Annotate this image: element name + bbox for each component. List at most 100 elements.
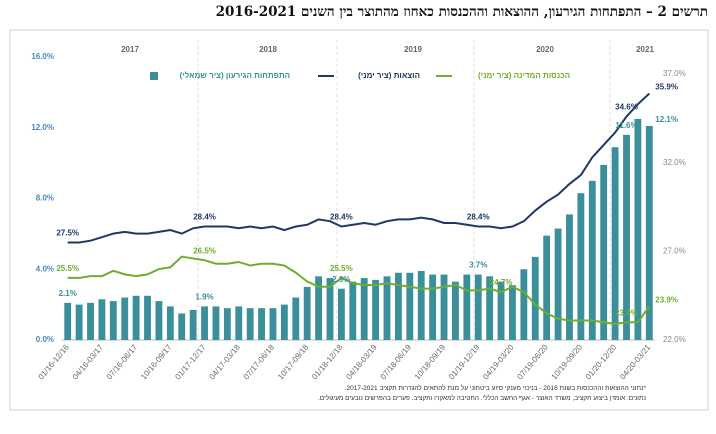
- bar: [406, 272, 414, 340]
- bar: [280, 304, 288, 340]
- bar: [235, 306, 243, 340]
- bar: [201, 306, 208, 340]
- data-label: 3.7%: [469, 261, 487, 270]
- data-label: 27.5%: [56, 229, 79, 238]
- bar: [269, 308, 277, 340]
- x-tick-label: 10/16-09/17: [139, 342, 174, 381]
- x-tick-label: 01/20-12/20: [584, 342, 619, 381]
- data-label: 24.7%: [490, 278, 513, 287]
- line: [67, 92, 650, 244]
- data-label: 12.1%: [655, 115, 678, 124]
- chart-title: תרשים 2 – התפתחות הגירעון, ההוצאות וההכנ…: [215, 4, 708, 20]
- data-label: 1.9%: [195, 293, 213, 302]
- data-label: 25.5%: [56, 264, 79, 273]
- bar: [429, 274, 437, 340]
- year-label: 2017: [121, 45, 139, 54]
- bar: [132, 295, 140, 340]
- bar: [109, 301, 117, 340]
- bar: [64, 302, 72, 340]
- bar: [543, 235, 551, 340]
- x-tick-label: 01/18-12/18: [310, 342, 345, 381]
- y-tick-label: 8.0%: [36, 194, 54, 203]
- footnote: *נתוני ההוצאות וההכנסות בשנת 2016 - בניכ…: [344, 385, 646, 392]
- x-tick-label: 01/19-12/19: [447, 342, 482, 381]
- year-label: 2018: [259, 45, 277, 54]
- bar: [394, 272, 402, 340]
- footnote: נתונים: אומדן ביצוע תקציב, משרד האוצר - …: [317, 395, 646, 402]
- data-label: 23.9%: [655, 295, 678, 304]
- data-label: 2.9%: [332, 275, 350, 284]
- x-tick-label: 10/18-09/19: [413, 342, 448, 381]
- data-label: 28.4%: [193, 213, 216, 222]
- data-label: 23.0%: [615, 308, 638, 317]
- data-label: 35.9%: [655, 83, 678, 92]
- bar: [566, 214, 573, 340]
- bar: [417, 271, 425, 340]
- data-label: 28.4%: [330, 213, 353, 222]
- bar: [588, 180, 596, 340]
- y-tick-label: 0.0%: [36, 335, 54, 344]
- x-tick-label: 07/16-06/17: [105, 342, 140, 381]
- bar: [520, 269, 528, 340]
- bar: [292, 297, 300, 340]
- bar: [258, 308, 265, 340]
- bar: [349, 281, 357, 340]
- x-tick-label: 10/19-09/20: [550, 342, 585, 381]
- bar: [611, 147, 619, 340]
- bar: [326, 278, 334, 340]
- bar: [337, 288, 345, 340]
- bar: [189, 309, 197, 340]
- bar: [577, 193, 585, 340]
- bar: [75, 304, 83, 340]
- x-tick-label: 04/18-03/19: [344, 342, 379, 381]
- bar: [531, 256, 539, 340]
- data-label: 25.5%: [330, 264, 353, 273]
- x-tick-label: 07/18-06/19: [379, 342, 414, 381]
- y-tick-label: 4.0%: [36, 264, 54, 273]
- bar: [623, 134, 630, 340]
- bar: [600, 164, 608, 340]
- data-label: 11.6%: [615, 121, 637, 130]
- y2-tick-label: 32.0%: [663, 158, 686, 167]
- bar: [87, 302, 94, 340]
- data-label: 26.5%: [193, 246, 216, 255]
- bar: [178, 313, 186, 340]
- bar: [166, 306, 174, 340]
- bar: [303, 286, 311, 340]
- bar: [98, 299, 106, 340]
- bar: [212, 306, 220, 340]
- bar: [144, 295, 151, 340]
- x-tick-label: 04/17-03/18: [208, 342, 243, 381]
- y-tick-label: 16.0%: [31, 52, 54, 61]
- year-label: 2020: [536, 45, 554, 54]
- line: [67, 255, 651, 326]
- bar: [509, 285, 516, 340]
- x-tick-label: 07/19-06/20: [515, 342, 550, 381]
- data-label: 2.1%: [59, 289, 77, 298]
- y2-tick-label: 27.0%: [663, 246, 686, 255]
- bar: [121, 297, 129, 340]
- bar: [223, 308, 231, 340]
- bar: [463, 274, 471, 340]
- bar: [634, 118, 642, 340]
- bar: [554, 228, 562, 340]
- bar: [486, 276, 494, 340]
- legend-label: הוצאות (ציר ימני): [358, 71, 420, 80]
- year-label: 2021: [636, 45, 654, 54]
- y2-tick-label: 37.0%: [663, 69, 686, 78]
- bar: [440, 274, 448, 340]
- legend-label: הכנסות המדינה (ציר ימני): [478, 71, 570, 80]
- y2-tick-label: 22.0%: [663, 335, 686, 344]
- frame: [9, 29, 709, 411]
- bar: [645, 125, 653, 340]
- legend-label: התפתחות הגירעון (ציר שמאלי): [180, 71, 290, 80]
- x-tick-label: 10/17-09/18: [276, 342, 311, 381]
- x-tick-label: 04/19-03/20: [481, 342, 516, 381]
- bar: [155, 301, 163, 340]
- data-label: 34.6%: [615, 103, 638, 112]
- bar: [474, 274, 482, 340]
- x-tick-label: 04/16-03/17: [71, 342, 106, 381]
- bar: [372, 279, 380, 340]
- x-tick-label: 07/17-06/18: [242, 342, 277, 381]
